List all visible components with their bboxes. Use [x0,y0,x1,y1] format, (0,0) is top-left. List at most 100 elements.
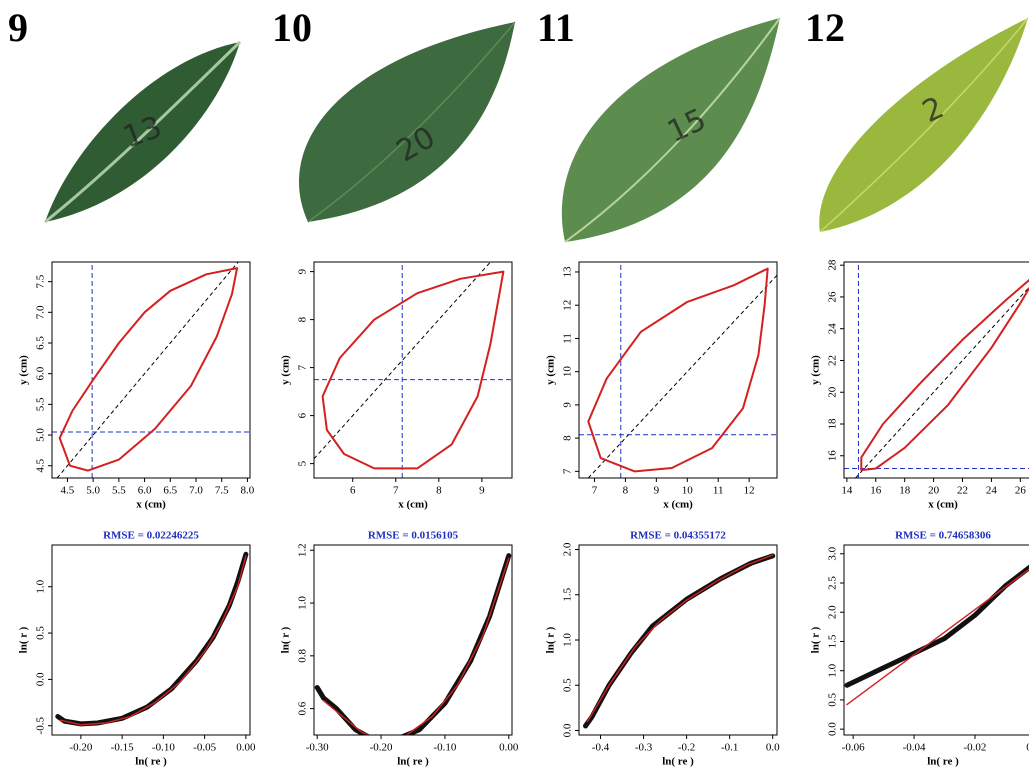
leaf-vein [564,17,781,243]
plot-area [314,553,512,735]
plot-frame [51,544,251,736]
y-tick-label: 0.5 [827,693,839,707]
leaf-vein [819,17,1029,233]
y-tick-label: 1.0 [35,579,47,593]
series-line [322,557,510,735]
y-tick-label: 0.0 [827,722,839,736]
y-tick-label: 13 [562,266,574,278]
y-tick-label: 5.5 [35,397,47,411]
y-tick-label: 1.5 [562,587,574,601]
y-axis-label: ln( r ) [545,626,557,653]
series-line [314,553,512,735]
x-tick-label: 6 [350,485,356,497]
x-tick-label: -0.1 [721,742,738,754]
y-tick-label: -0.5 [35,717,47,735]
y-tick-label: 28 [827,259,839,271]
plot-frame [843,544,1029,736]
series-line [587,267,769,473]
y-tick-label: 7 [562,468,574,474]
y-tick-label: 2.5 [827,576,839,590]
x-tick-label: 0.00 [1026,742,1029,754]
y-tick-label: 11 [562,333,574,344]
y-axis-label: ln( r ) [18,626,30,653]
x-tick-label: 12 [744,485,755,497]
y-tick-label: 1.0 [297,596,309,610]
plot-area [844,262,1029,478]
series-line [860,278,1029,472]
x-tick-label: 16 [870,485,882,497]
y-tick-label: 5 [297,460,309,466]
plot-area [579,262,777,478]
x-tick-label: 24 [986,485,998,497]
y-tick-label: 7.0 [35,305,47,319]
x-tick-label: -0.15 [111,742,134,754]
x-tick-label: 6.5 [163,485,177,497]
y-tick-label: 2.0 [562,542,574,556]
x-tick-label: 6.0 [138,485,152,497]
y-tick-label: 10 [562,366,574,378]
plot-frame [51,261,251,479]
y-tick-label: 9 [297,268,309,274]
leaf-12 [819,17,1029,233]
y-tick-label: 6 [297,412,309,418]
panel-label: 12 [805,5,845,50]
plot-area [55,551,249,727]
x-tick-label: -0.20 [69,742,92,754]
leaf-10 [298,21,516,223]
x-tick-label: 5.5 [112,485,126,497]
y-tick-label: 6.5 [35,336,47,350]
plot-frame [313,261,513,479]
y-tick-label: 6.0 [35,366,47,380]
series-line [55,551,249,727]
y-tick-label: 18 [827,418,839,430]
y-tick-label: 24 [827,323,839,335]
y-tick-label: 5.0 [35,428,47,442]
x-axis-label: ln( re ) [135,756,167,768]
leaf-11 [561,17,781,243]
leaf-vein [307,21,516,223]
y-axis-label: y (cm) [18,355,30,385]
y-axis-label: ln( r ) [280,626,292,653]
panel-label: 10 [272,5,312,50]
x-tick-label: -0.20 [370,742,393,754]
y-tick-label: 2.0 [827,605,839,619]
x-tick-label: 0.00 [499,742,519,754]
series-line [583,553,776,729]
y-tick-label: 7.5 [35,274,47,288]
x-axis-label: ln( re ) [397,756,429,768]
y-tick-label: 9 [562,402,574,408]
x-tick-label: 0.00 [236,742,256,754]
y-tick-label: 3.0 [827,546,839,560]
y-tick-label: 0.5 [35,626,47,640]
y-tick-label: 1.0 [562,633,574,647]
y-axis-label: ln( r ) [810,626,822,653]
series-line [59,555,247,726]
x-tick-label: 7.5 [215,485,229,497]
x-tick-label: -0.4 [592,742,610,754]
x-tick-label: 14 [841,485,853,497]
x-tick-label: 20 [928,485,940,497]
series-line [844,564,1029,688]
x-tick-label: 8 [623,485,629,497]
leaf-shape [45,42,240,222]
x-tick-label: 5.0 [86,485,100,497]
series-line [846,568,1029,706]
x-tick-label: -0.3 [635,742,653,754]
y-axis-label: y (cm) [280,355,292,385]
plot-area [583,553,776,729]
leaf-shape [819,18,1028,232]
x-tick-label: 11 [713,485,724,497]
y-tick-label: 0.8 [297,648,309,662]
x-axis-label: ln( re ) [662,756,694,768]
y-tick-label: 8 [297,316,309,322]
series-line [586,554,774,723]
y-tick-label: 1.0 [827,663,839,677]
x-axis-label: x (cm) [136,499,166,511]
x-tick-label: 8.0 [241,485,255,497]
x-tick-label: 10 [682,485,694,497]
plot-frame [578,261,778,479]
y-axis-label: y (cm) [545,355,557,385]
plot-area [52,262,250,478]
y-tick-label: 12 [562,300,574,311]
